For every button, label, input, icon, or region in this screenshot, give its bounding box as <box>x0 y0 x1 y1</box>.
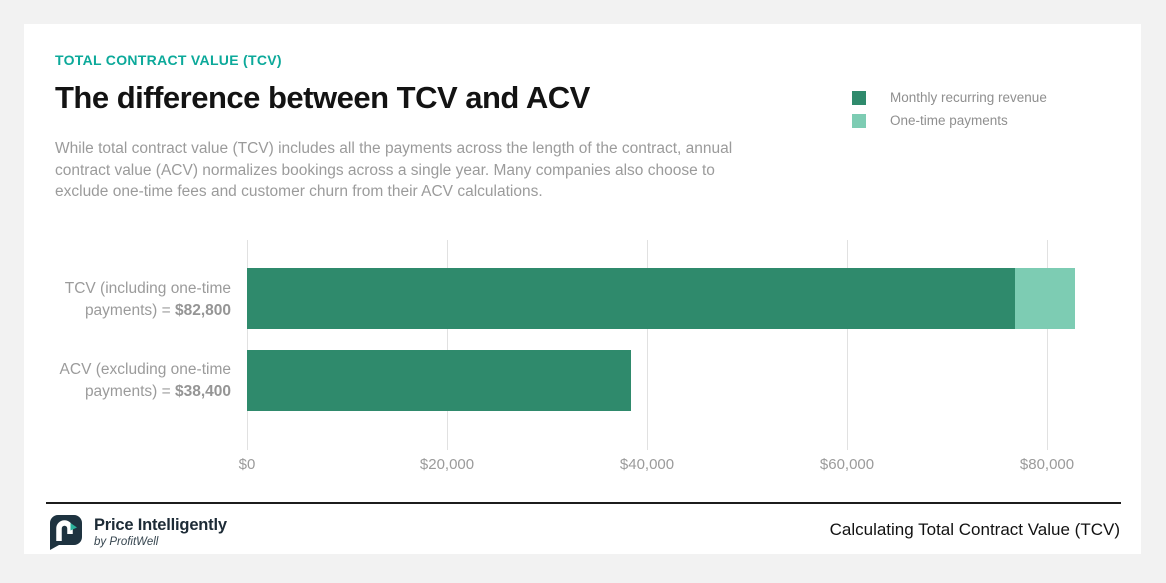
legend-swatch-mrr <box>852 90 866 105</box>
plot-area <box>247 240 1101 450</box>
footer-divider <box>46 502 1121 504</box>
chart-legend: Monthly recurring revenue One-time payme… <box>852 86 1047 132</box>
description-text: While total contract value (TCV) include… <box>55 140 733 200</box>
category-value-acv: $38,400 <box>174 382 231 400</box>
bar-segment-tcv-one-time <box>1015 268 1075 329</box>
category-value-tcv: $82,800 <box>174 301 231 319</box>
x-tick-label: $80,000 <box>1019 456 1075 473</box>
x-tick-label: $60,000 <box>819 456 875 473</box>
category-label-acv-text: ACV (excluding one-time payments) = <box>59 361 231 400</box>
gridline <box>447 240 448 450</box>
footer-caption: Calculating Total Contract Value (TCV) <box>829 520 1120 539</box>
x-tick-label: $20,000 <box>419 456 475 473</box>
bar-segment-acv-mrr <box>247 350 631 411</box>
gridline <box>647 240 648 450</box>
eyebrow-label: TOTAL CONTRACT VALUE (TCV) <box>55 52 282 68</box>
price-intelligently-logo-icon <box>50 515 82 550</box>
gridline <box>247 240 248 450</box>
legend-label-one-time: One-time payments <box>890 113 1008 128</box>
page-title: The difference between TCV and ACV <box>55 80 590 115</box>
legend-swatch-one-time <box>852 113 866 128</box>
x-tick-label: $40,000 <box>619 456 675 473</box>
legend-item-one-time: One-time payments <box>852 109 1047 132</box>
gridline <box>1047 240 1048 450</box>
gridline <box>847 240 848 450</box>
infographic-card: TOTAL CONTRACT VALUE (TCV) The differenc… <box>24 24 1141 554</box>
x-tick-label: $0 <box>238 456 256 473</box>
category-label-tcv-text: TCV (including one-time payments) = <box>64 280 231 319</box>
bar-segment-tcv-mrr <box>247 268 1015 329</box>
x-axis: $0 $20,000 $40,000 $60,000 $80,000 <box>239 456 1101 476</box>
brand-subtitle: by ProfitWell <box>94 536 159 548</box>
brand-name: Price Intelligently <box>94 516 227 534</box>
brand-text: Price Intelligently by ProfitWell <box>94 516 227 548</box>
legend-label-mrr: Monthly recurring revenue <box>890 90 1047 105</box>
category-label-tcv: TCV (including one-time payments) = $82,… <box>49 278 231 321</box>
brand-logo: Price Intelligently by ProfitWell <box>46 513 227 551</box>
category-label-acv: ACV (excluding one-time payments) = $38,… <box>49 359 231 402</box>
legend-item-mrr: Monthly recurring revenue <box>852 86 1047 109</box>
